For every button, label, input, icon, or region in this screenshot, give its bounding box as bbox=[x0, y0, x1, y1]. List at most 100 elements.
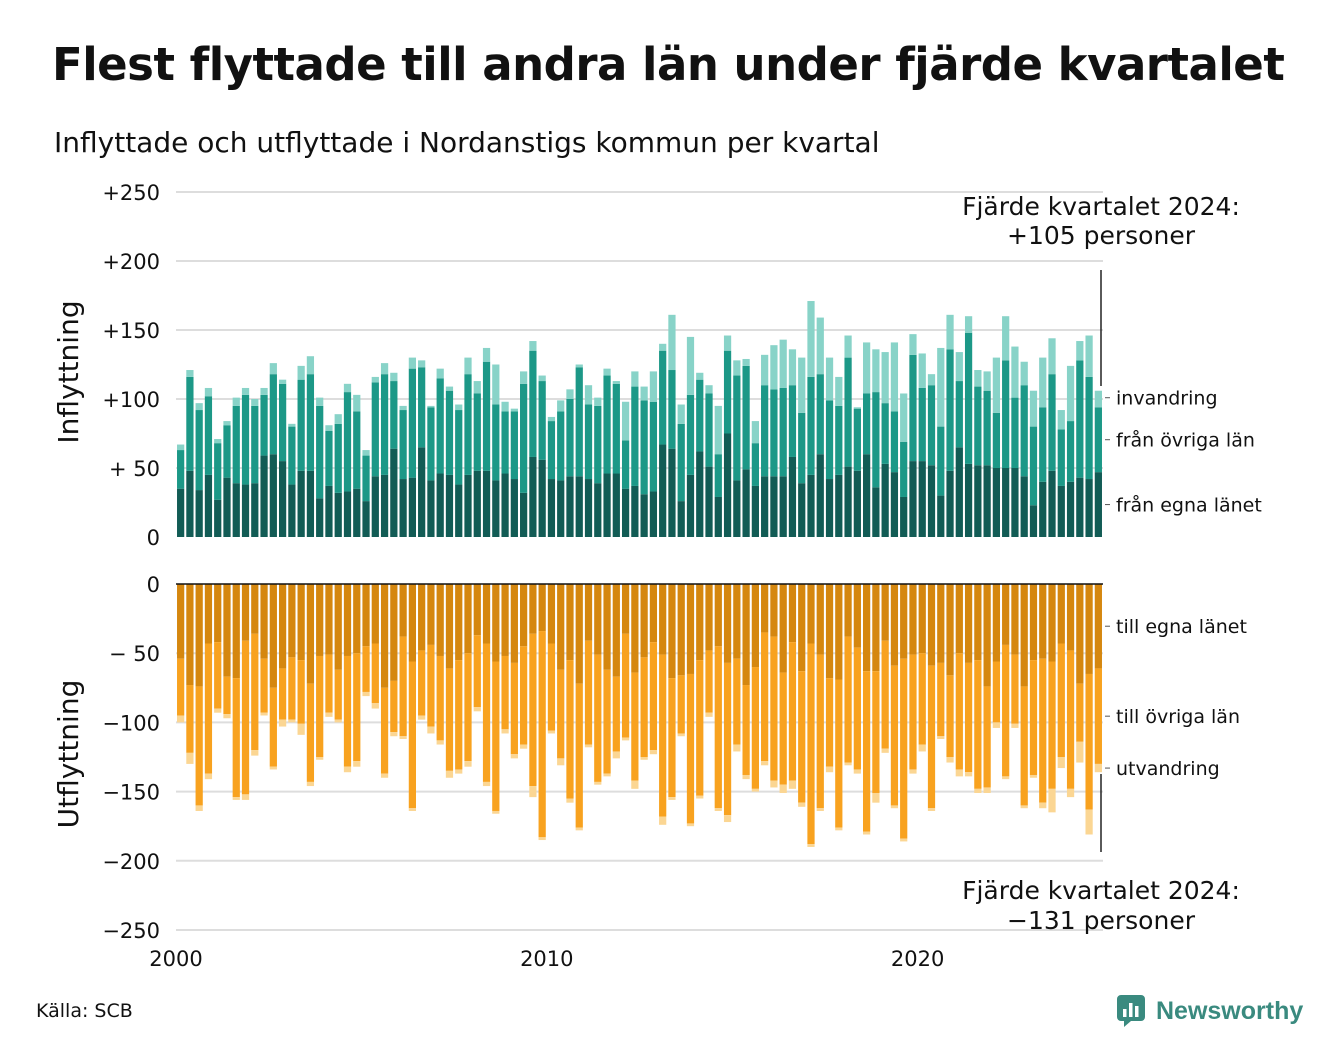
outflow-bar bbox=[343, 655, 352, 767]
outflow-bar bbox=[714, 584, 722, 647]
outflow-bar bbox=[204, 643, 213, 774]
inflow-bar bbox=[566, 389, 574, 399]
outflow-bar bbox=[297, 723, 305, 735]
inflow-bar bbox=[436, 473, 444, 537]
outflow-bar bbox=[696, 584, 704, 661]
outflow-bar bbox=[594, 654, 602, 782]
inflow-bar bbox=[1048, 374, 1056, 471]
inflow-bar bbox=[1011, 468, 1019, 537]
outflow-bar bbox=[418, 584, 426, 651]
inflow-bar bbox=[659, 444, 667, 537]
outflow-bar bbox=[566, 660, 574, 799]
outflow-bar bbox=[872, 792, 880, 803]
outflow-bar bbox=[1011, 723, 1019, 728]
outflow-bar bbox=[445, 584, 454, 669]
outflow-bar bbox=[992, 722, 1001, 728]
outflow-bar bbox=[825, 584, 834, 679]
outflow-bar bbox=[288, 584, 296, 658]
outflow-bar bbox=[390, 680, 398, 733]
outflow-bar bbox=[927, 584, 936, 666]
inflow-bar bbox=[946, 470, 954, 537]
outflow-bar bbox=[1057, 584, 1065, 644]
outflow-bar bbox=[371, 703, 379, 709]
inflow-bar bbox=[733, 375, 741, 481]
inflow-bar bbox=[177, 450, 185, 489]
chart-bubble-icon bbox=[1117, 995, 1145, 1027]
inflow-bar bbox=[603, 368, 611, 376]
inflow-bar bbox=[390, 381, 398, 449]
inflow-bar bbox=[621, 488, 630, 537]
inflow-bar bbox=[686, 394, 695, 475]
inflow-bar bbox=[297, 470, 305, 537]
inflow-bar bbox=[501, 401, 509, 412]
inflow-bar bbox=[418, 360, 426, 368]
inflow-bar bbox=[668, 448, 676, 537]
outflow-bar bbox=[751, 788, 759, 792]
outflow-bar bbox=[705, 584, 713, 651]
inflow-bar bbox=[297, 379, 305, 471]
outflow-bar bbox=[770, 780, 778, 788]
outflow-bar bbox=[937, 584, 945, 663]
outflow-bar bbox=[343, 766, 352, 773]
outflow-bar bbox=[992, 584, 1001, 662]
outflow-bar bbox=[510, 662, 518, 755]
inflow-bar bbox=[816, 317, 824, 375]
outflow-bar bbox=[316, 757, 324, 760]
x-tick-label: 2020 bbox=[891, 947, 944, 971]
outflow-bar bbox=[1039, 584, 1047, 659]
outflow-bar bbox=[288, 657, 296, 720]
inflow-bar bbox=[1085, 376, 1093, 480]
outflow-bar bbox=[807, 584, 815, 644]
inflow-bar bbox=[445, 386, 454, 391]
annotation-outflow-line1: Fjärde kvartalet 2024: bbox=[962, 876, 1240, 905]
y-tick-label: 0 bbox=[147, 526, 160, 550]
bars bbox=[177, 301, 1102, 847]
inflow-bar bbox=[232, 405, 240, 484]
inflow-bar bbox=[612, 381, 620, 384]
brand-logo[interactable]: Newsworthy bbox=[1116, 994, 1303, 1028]
outflow-bar bbox=[214, 584, 222, 643]
outflow-bar bbox=[399, 584, 407, 637]
outflow-bar bbox=[1029, 584, 1038, 661]
outflow-bar bbox=[788, 642, 797, 781]
inflow-bar bbox=[974, 370, 982, 387]
outflow-bar bbox=[584, 584, 593, 641]
outflow-bar bbox=[269, 584, 277, 688]
y-tick-label: +150 bbox=[102, 319, 160, 343]
outflow-bar bbox=[529, 584, 537, 634]
inflow-bar bbox=[937, 426, 945, 496]
outflow-bar bbox=[251, 584, 259, 634]
y-tick-label: −250 bbox=[102, 919, 160, 943]
chart-title: Flest flyttade till andra län under fjär… bbox=[52, 38, 1285, 91]
inflow-bar bbox=[890, 411, 899, 473]
inflow-bar bbox=[1048, 470, 1056, 537]
outflow-bar bbox=[705, 650, 713, 713]
inflow-bar bbox=[408, 357, 416, 369]
outflow-bar bbox=[621, 737, 630, 741]
inflow-bar bbox=[612, 383, 620, 474]
outflow-bar bbox=[974, 788, 982, 793]
outflow-bar bbox=[241, 584, 250, 641]
outflow-bar bbox=[798, 584, 806, 672]
inflow-bar bbox=[603, 473, 611, 537]
outflow-bar bbox=[640, 657, 648, 757]
outflow-bar bbox=[418, 650, 426, 716]
inflow-bar bbox=[955, 447, 963, 537]
inflow-bar bbox=[278, 379, 287, 384]
outflow-bar bbox=[510, 584, 518, 663]
y-tick-label: −200 bbox=[102, 850, 160, 874]
inflow-bar bbox=[918, 353, 926, 388]
inflow-bar bbox=[325, 430, 333, 486]
outflow-bar bbox=[482, 781, 491, 787]
inflow-bar bbox=[807, 474, 815, 537]
inflow-bar bbox=[612, 473, 620, 537]
outflow-bar bbox=[798, 802, 806, 807]
outflow-bar bbox=[705, 712, 713, 717]
inflow-bar bbox=[251, 483, 259, 537]
outflow-bar bbox=[668, 678, 676, 798]
outflow-bar bbox=[696, 660, 704, 796]
inflow-bar bbox=[1085, 335, 1093, 377]
inflow-bar bbox=[316, 405, 324, 499]
inflow-bar bbox=[436, 368, 444, 379]
inflow-bar bbox=[594, 405, 602, 484]
